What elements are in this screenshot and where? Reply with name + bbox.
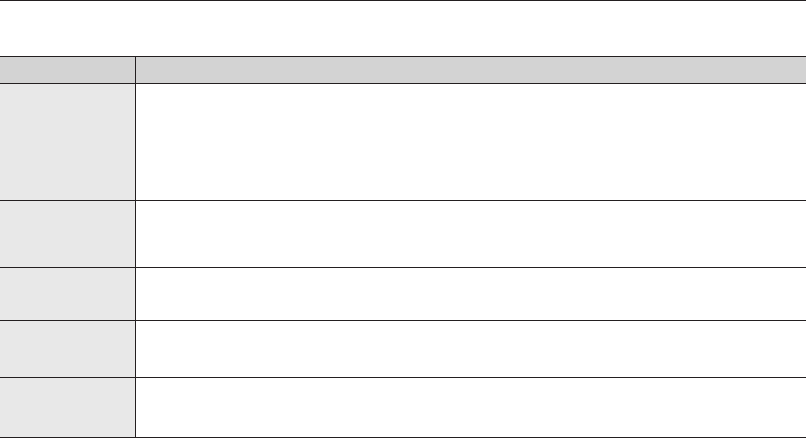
header-cell-2 — [135, 56, 806, 84]
empty-table — [0, 56, 806, 438]
row-value-cell — [135, 267, 806, 321]
row-label-cell — [0, 377, 136, 438]
row-label-cell — [0, 83, 136, 201]
row-label-cell — [0, 320, 136, 378]
table-row — [0, 267, 806, 321]
table-row — [0, 320, 806, 378]
header-cell-1 — [0, 56, 136, 84]
table-row — [0, 83, 806, 201]
row-value-cell — [135, 83, 806, 201]
row-value-cell — [135, 377, 806, 438]
row-label-cell — [0, 267, 136, 321]
table-row — [0, 200, 806, 268]
row-value-cell — [135, 320, 806, 378]
row-value-cell — [135, 200, 806, 268]
table-header-row — [0, 56, 806, 84]
row-label-cell — [0, 200, 136, 268]
top-rule — [0, 0, 806, 1]
table-row — [0, 377, 806, 438]
